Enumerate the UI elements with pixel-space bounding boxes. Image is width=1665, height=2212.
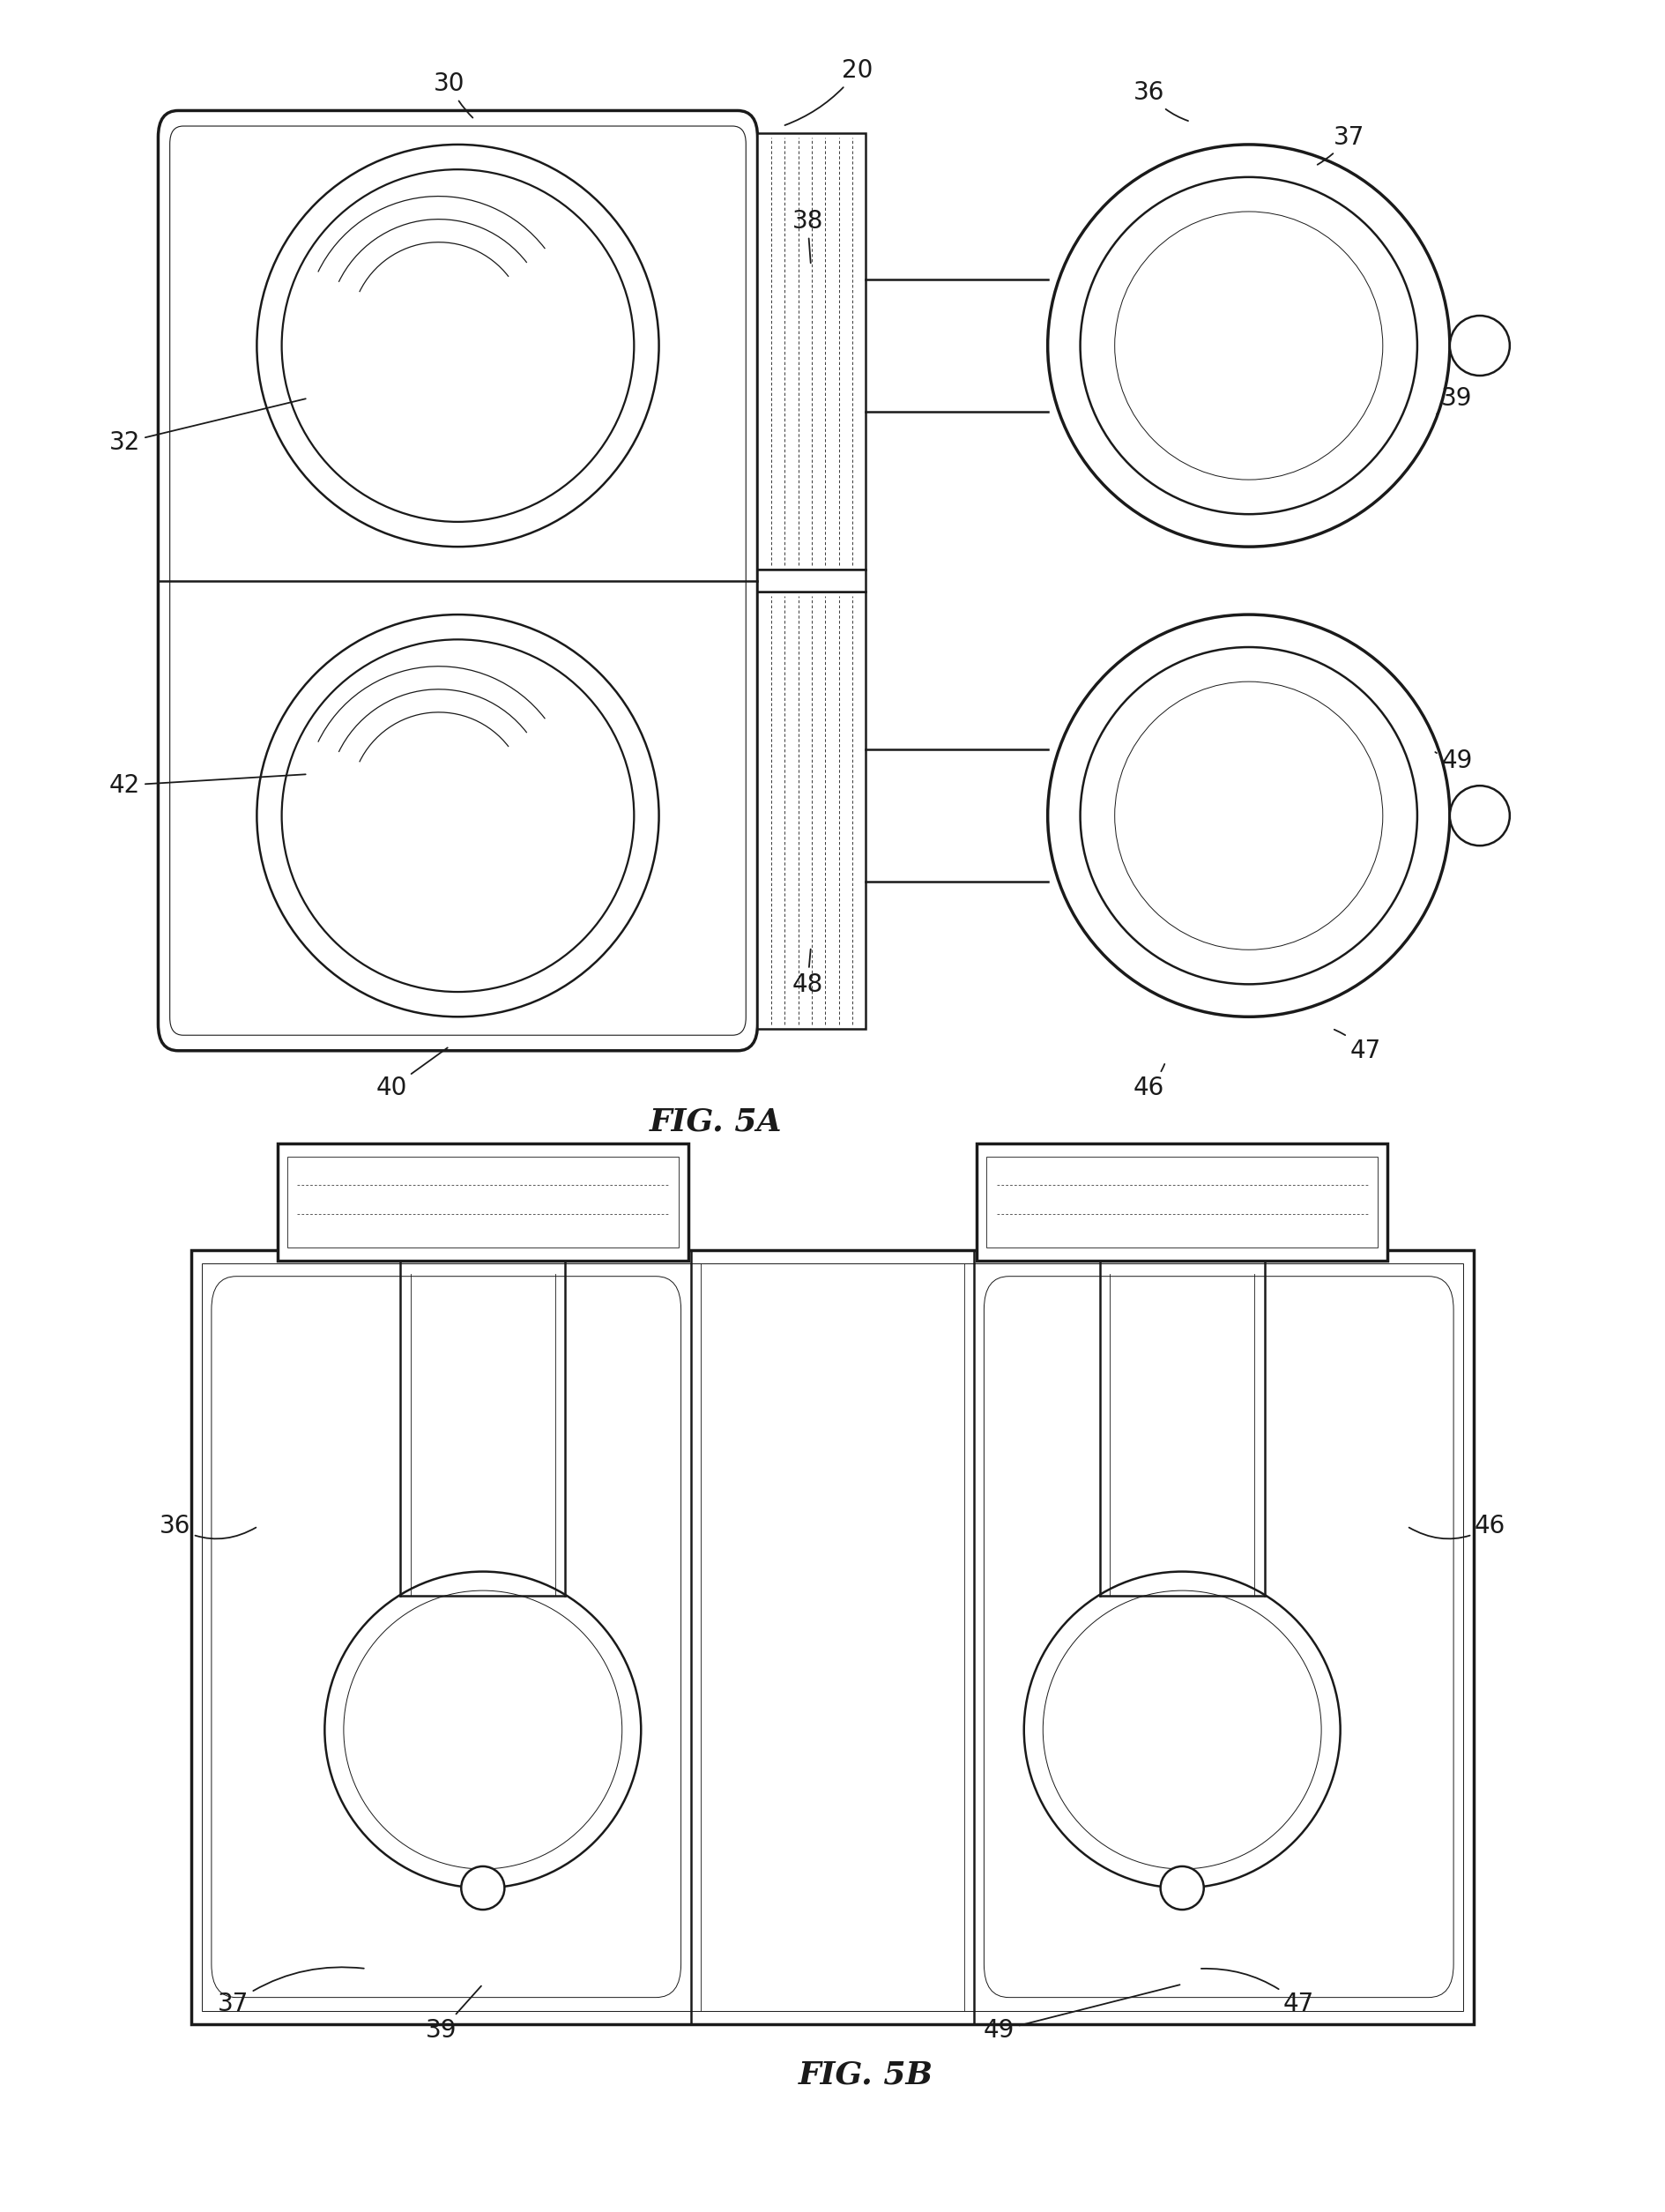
Bar [191, 1250, 1474, 2024]
Ellipse shape [1024, 1571, 1340, 1889]
Text: 30: 30 [435, 71, 473, 117]
Text: FIG. 5B: FIG. 5B [799, 2059, 932, 2090]
Text: 36: 36 [160, 1513, 256, 1540]
Text: 46: 46 [1134, 1064, 1164, 1102]
Ellipse shape [1450, 316, 1510, 376]
Bar [976, 1144, 1389, 1261]
Bar [758, 591, 866, 1029]
Text: 48: 48 [793, 949, 823, 998]
Bar [986, 1157, 1377, 1248]
Text: 40: 40 [376, 1048, 448, 1102]
Text: 20: 20 [784, 58, 872, 126]
Ellipse shape [325, 1571, 641, 1889]
Text: 42: 42 [110, 772, 306, 799]
Text: 36: 36 [1134, 80, 1189, 122]
Text: 49: 49 [984, 1984, 1180, 2044]
Bar [758, 568, 866, 591]
Bar [201, 1263, 1464, 2011]
Text: 47: 47 [1334, 1029, 1380, 1064]
Text: FIG. 5A: FIG. 5A [649, 1106, 783, 1137]
Text: 46: 46 [1409, 1513, 1505, 1540]
Bar [276, 1144, 689, 1261]
Text: 37: 37 [218, 1966, 365, 2017]
Ellipse shape [1450, 785, 1510, 845]
Text: 39: 39 [426, 1986, 481, 2044]
Ellipse shape [1047, 144, 1450, 546]
Text: 37: 37 [1317, 124, 1364, 164]
Bar [286, 1157, 679, 1248]
Ellipse shape [461, 1867, 504, 1909]
Text: 32: 32 [110, 398, 306, 456]
Ellipse shape [1161, 1867, 1204, 1909]
Text: 49: 49 [1435, 748, 1472, 774]
Bar [758, 133, 866, 568]
Text: 39: 39 [1437, 385, 1472, 414]
Ellipse shape [1047, 615, 1450, 1018]
Text: 38: 38 [793, 208, 823, 263]
FancyBboxPatch shape [158, 111, 758, 1051]
Text: 47: 47 [1200, 1969, 1314, 2017]
